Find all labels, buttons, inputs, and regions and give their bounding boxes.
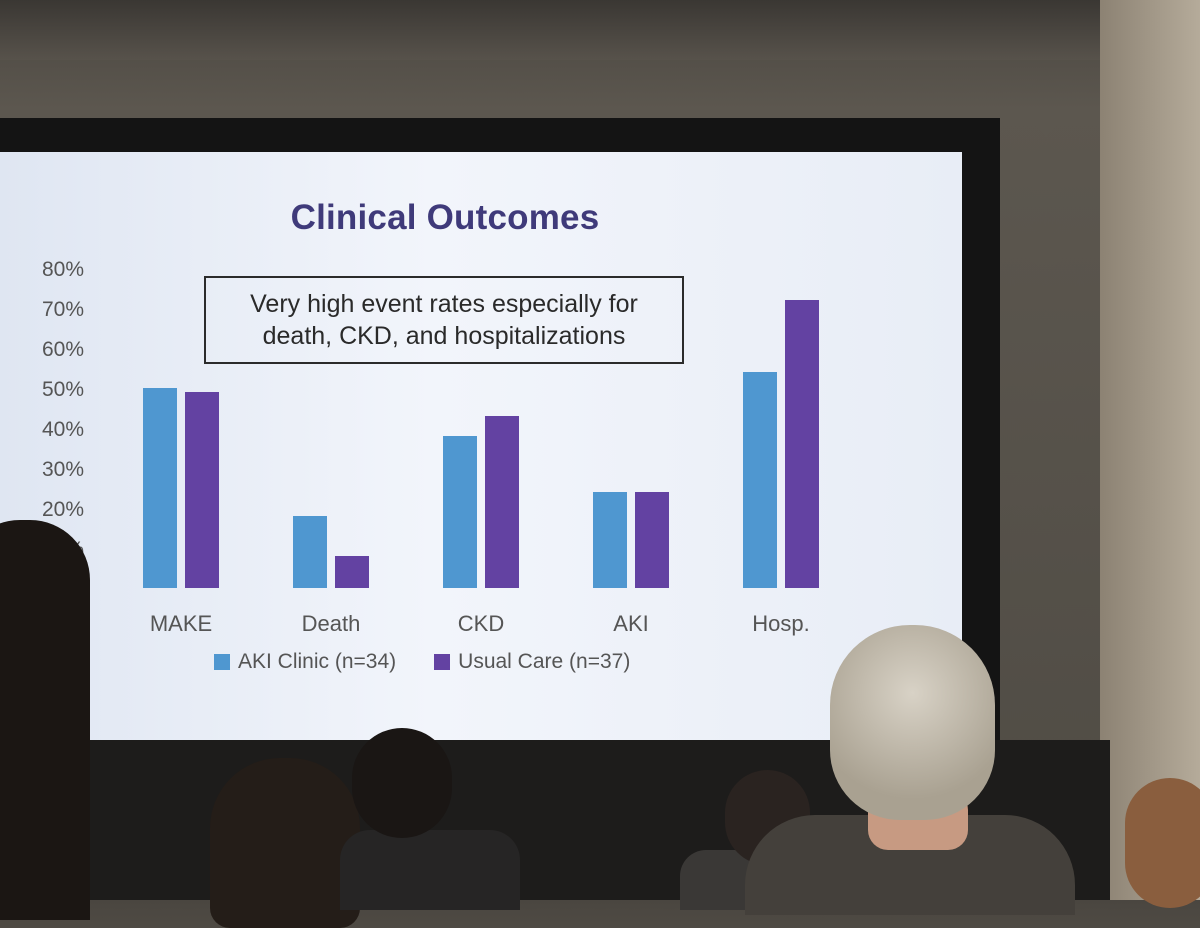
- slide-title: Clinical Outcomes: [290, 198, 600, 237]
- bar-make-series-0: [143, 388, 177, 588]
- audience-member-right: [1125, 778, 1200, 908]
- audience-member-body: [340, 830, 520, 910]
- y-tick-label: 30%: [42, 458, 84, 481]
- bars: [143, 300, 819, 588]
- callout-box: Very high event rates especially for dea…: [204, 276, 684, 364]
- bar-death-series-1: [335, 556, 369, 588]
- x-category-label: Death: [302, 611, 361, 636]
- bar-ckd-series-0: [443, 436, 477, 588]
- y-tick-label: 20%: [42, 498, 84, 521]
- x-axis-labels: MAKE Death CKD AKI Hosp.: [150, 611, 810, 636]
- ceiling: [0, 0, 1200, 60]
- legend-label-usual-care: Usual Care (n=37): [458, 650, 631, 673]
- bar-death-series-0: [293, 516, 327, 588]
- audience-member-gray-hair: [830, 625, 995, 820]
- bar-aki-series-1: [635, 492, 669, 588]
- x-category-label: Hosp.: [752, 611, 809, 636]
- y-tick-label: 80%: [42, 258, 84, 281]
- legend: AKI Clinic (n=34) Usual Care (n=37): [214, 650, 668, 674]
- bar-aki-series-0: [593, 492, 627, 588]
- bar-ckd-series-1: [485, 416, 519, 588]
- bar-hosp-series-1: [785, 300, 819, 588]
- x-category-label: MAKE: [150, 611, 212, 636]
- legend-item-aki-clinic: AKI Clinic (n=34): [214, 650, 396, 674]
- bar-make-series-1: [185, 392, 219, 588]
- x-category-label: AKI: [613, 611, 648, 636]
- callout-line-1: Very high event rates especially for: [250, 290, 638, 318]
- callout-line-2: death, CKD, and hospitalizations: [262, 322, 626, 350]
- y-tick-label: 60%: [42, 338, 84, 361]
- y-tick-label: 40%: [42, 418, 84, 441]
- audience-member-left: [0, 520, 90, 920]
- x-category-label: CKD: [458, 611, 504, 636]
- right-wall: [1100, 0, 1200, 900]
- y-tick-label: 50%: [42, 378, 84, 401]
- bar-hosp-series-0: [743, 372, 777, 588]
- audience-member-head: [210, 758, 360, 928]
- legend-swatch-usual-care: [434, 654, 451, 670]
- legend-swatch-aki-clinic: [214, 654, 230, 670]
- y-tick-label: 70%: [42, 298, 84, 321]
- bar-chart: 0%10%20%30%40%50%60%70%80% MAKEDeathCKDA…: [42, 258, 819, 636]
- legend-label-aki-clinic: AKI Clinic (n=34): [238, 650, 397, 673]
- audience-member-head: [352, 728, 452, 838]
- legend-item-usual-care: Usual Care (n=37): [434, 650, 630, 674]
